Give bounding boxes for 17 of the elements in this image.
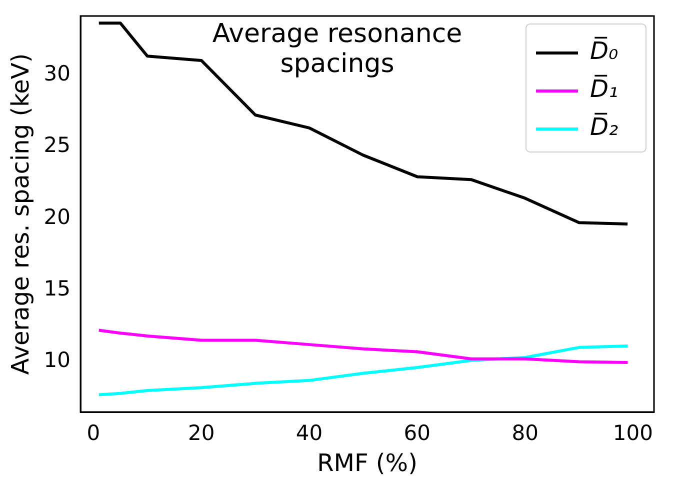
y-axis-title: Average res. spacing (keV) — [6, 53, 35, 375]
legend-label: D̅₀ — [590, 36, 618, 66]
y-tick-label: 30 — [44, 61, 71, 86]
legend-label: D̅₁ — [590, 74, 618, 104]
x-tick-label: 0 — [86, 421, 100, 446]
text: Average resonance spacings — [212, 18, 462, 79]
x-tick-label: 60 — [404, 421, 431, 446]
y-tick-label: 15 — [44, 276, 71, 300]
x-tick-label: 100 — [612, 421, 654, 446]
y-tick-label: 25 — [44, 133, 71, 158]
x-tick-label: 20 — [188, 421, 215, 446]
y-tick-label: 20 — [44, 204, 71, 229]
x-tick-label: 80 — [512, 421, 538, 446]
legend-label: D̅₂ — [590, 112, 618, 142]
x-axis-title: RMF (%) — [317, 448, 418, 477]
x-tick-label: 40 — [296, 421, 323, 446]
y-tick-label: 10 — [44, 348, 71, 372]
